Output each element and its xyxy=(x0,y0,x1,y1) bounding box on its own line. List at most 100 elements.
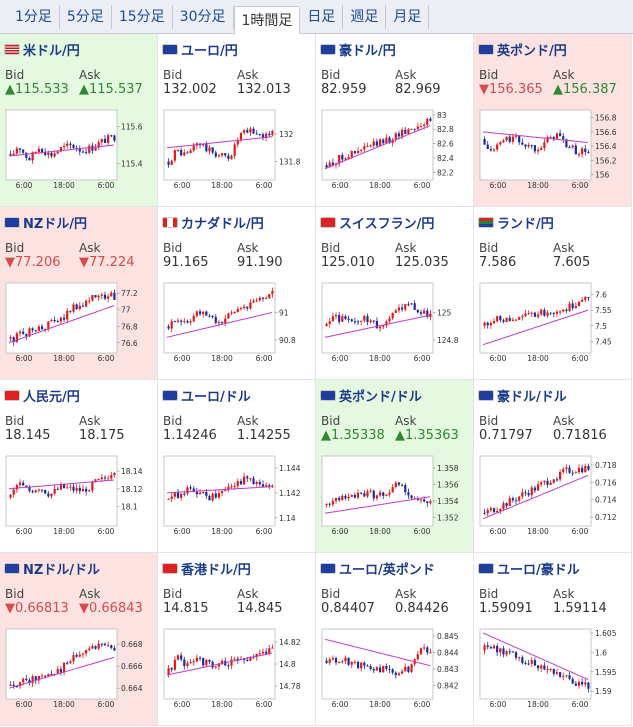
pair-name[interactable]: 米ドル/円 xyxy=(23,43,80,59)
pair-name[interactable]: NZドル/ドル xyxy=(23,562,101,578)
rate-card[interactable]: 人民元/円 Bid Ask 18.145 18.175 18.14 18.12 18.1 6:0… xyxy=(0,380,158,553)
candlestick-chart[interactable]: 1.605 1.6 1.595 1.59 6:00 18:00 6:00 xyxy=(478,627,630,711)
y-tick-label: 1.354 xyxy=(437,497,459,506)
rate-card[interactable]: ユーロ/ドル Bid Ask 1.14246 1.14255 1.144 1.142 1.14… xyxy=(158,380,316,553)
candle-body xyxy=(50,673,53,675)
plot-area xyxy=(5,109,118,181)
rate-card[interactable]: 米ドル/円 Bid Ask ▲115.533 ▲115.537 115.6 115.4 6:0… xyxy=(0,34,158,207)
candlestick-chart[interactable]: 77.2 77 76.8 76.6 6:00 18:00 6:00 xyxy=(4,281,156,365)
candle-body xyxy=(205,659,208,666)
candle-body xyxy=(524,662,527,664)
candle-body xyxy=(189,487,192,489)
candle-body xyxy=(555,479,559,481)
pair-name[interactable]: 英ポンド/円 xyxy=(497,43,567,59)
candlestick-chart[interactable]: 132 131.8 6:00 18:00 6:00 xyxy=(162,108,314,192)
tab-4[interactable]: 1時間足 xyxy=(233,5,301,34)
candle-body xyxy=(363,493,366,497)
candle-body xyxy=(499,142,502,145)
x-tick-label: 6:00 xyxy=(174,527,191,536)
candle-body xyxy=(261,651,265,654)
pair-name[interactable]: ユーロ/円 xyxy=(181,43,238,59)
rate-card[interactable]: ユーロ/円 Bid Ask 132.002 132.013 132 131.8 6:00 18:… xyxy=(158,34,316,207)
pair-name[interactable]: ユーロ/ドル xyxy=(181,389,251,405)
candle-body xyxy=(202,311,205,315)
candle-body xyxy=(243,306,246,309)
rate-card[interactable]: NZドル/円 Bid Ask ▼77.206 ▼77.224 77.2 77 76.8 76.6… xyxy=(0,207,158,380)
candle-body xyxy=(69,486,72,488)
rate-card[interactable]: ランド/円 Bid Ask 7.586 7.605 7.6 7.55 7.5 7.45 6:00 1… xyxy=(474,207,632,380)
candlestick-chart[interactable]: 14.82 14.8 14.78 6:00 18:00 6:00 xyxy=(162,627,314,711)
candle-body xyxy=(404,304,407,310)
tab-2[interactable]: 15分足 xyxy=(112,4,173,29)
ask-label: Ask xyxy=(79,587,101,601)
tab-3[interactable]: 30分足 xyxy=(173,4,234,29)
rate-card[interactable]: 香港ドル/円 Bid Ask 14.815 14.845 14.82 14.8 14.78 6:… xyxy=(158,553,316,726)
candlestick-chart[interactable]: 0.718 0.716 0.714 0.712 6:00 18:00 6:00 xyxy=(478,454,630,538)
rate-card[interactable]: 豪ドル/ドル Bid Ask 0.71797 0.71816 0.718 0.716 0.71… xyxy=(474,380,632,553)
candle-body xyxy=(31,152,34,161)
candlestick-chart[interactable]: 1.358 1.356 1.354 1.352 6:00 18:00 6:00 xyxy=(320,454,472,538)
tab-6[interactable]: 週足 xyxy=(343,4,387,29)
candle-body xyxy=(508,136,511,142)
y-tick-label: 83 xyxy=(437,111,447,120)
rate-card[interactable]: ユーロ/英ポンド Bid Ask 0.84407 0.84426 0.845 0.844 0.… xyxy=(316,553,474,726)
candle-body xyxy=(100,643,103,645)
plot-area xyxy=(321,628,434,700)
rate-card[interactable]: 英ポンド/円 Bid Ask ▼156.365 ▲156.387 156.8 156.6 15… xyxy=(474,34,632,207)
timeframe-tabs: 1分足 5分足 15分足 30分足 1時間足 日足 週足 月足 xyxy=(0,0,633,34)
candlestick-chart[interactable]: 7.6 7.55 7.5 7.45 6:00 18:00 6:00 xyxy=(478,281,630,365)
candlestick-chart[interactable]: 91 90.8 6:00 18:00 6:00 xyxy=(162,281,314,365)
pair-name[interactable]: 香港ドル/円 xyxy=(181,562,251,578)
candle-body xyxy=(170,160,173,165)
candle-body xyxy=(243,130,246,133)
candlestick-chart[interactable]: 125 124.8 6:00 18:00 6:00 xyxy=(320,281,472,365)
candle-body xyxy=(559,311,562,313)
candle-body xyxy=(195,491,198,495)
bid-value: 91.165 xyxy=(163,255,209,270)
plot-area xyxy=(321,455,434,527)
candle-body xyxy=(378,139,382,146)
pair-name[interactable]: NZドル/円 xyxy=(23,216,88,232)
candle-body xyxy=(543,309,546,316)
candle-body xyxy=(246,476,249,479)
pair-name[interactable]: スイスフラン/円 xyxy=(339,216,435,232)
rate-card[interactable]: ユーロ/豪ドル Bid Ask 1.59091 1.59114 1.605 1.6 1.595… xyxy=(474,553,632,726)
candlestick-chart[interactable]: 18.14 18.12 18.1 6:00 18:00 6:00 xyxy=(4,454,156,538)
tab-1[interactable]: 5分足 xyxy=(60,4,112,29)
pair-name[interactable]: ユーロ/英ポンド xyxy=(339,562,435,578)
candlestick-chart[interactable]: 156.8 156.6 156.4 156.2 156 6:00 18:00 6:00 xyxy=(478,108,630,192)
candlestick-chart[interactable]: 115.6 115.4 6:00 18:00 6:00 xyxy=(4,108,156,192)
pair-name[interactable]: 人民元/円 xyxy=(23,389,80,405)
pair-name[interactable]: ユーロ/豪ドル xyxy=(497,562,580,578)
candle-body xyxy=(202,492,205,494)
ask-label: Ask xyxy=(79,414,101,428)
candle-body xyxy=(44,489,47,494)
tab-5[interactable]: 日足 xyxy=(300,4,344,29)
pair-name[interactable]: カナダドル/円 xyxy=(181,216,264,232)
rate-card[interactable]: 英ポンド/ドル Bid Ask ▲1.35338 ▲1.35363 1.358 1.356 1… xyxy=(316,380,474,553)
pair-name[interactable]: ランド/円 xyxy=(497,216,554,232)
moving-average-line xyxy=(324,638,431,667)
rate-card[interactable]: カナダドル/円 Bid Ask 91.165 91.190 91 90.8 6:00 18:00… xyxy=(158,207,316,380)
candle-body xyxy=(385,494,388,496)
candlestick-chart[interactable]: 1.144 1.142 1.14 6:00 18:00 6:00 xyxy=(162,454,314,538)
rate-card[interactable]: 豪ドル/円 Bid Ask 82.959 82.969 83 82.8 82.6 82.4 82.… xyxy=(316,34,474,207)
rate-card[interactable]: スイスフラン/円 Bid Ask 125.010 125.035 125 124.8 6:00… xyxy=(316,207,474,380)
candle-body xyxy=(91,145,94,151)
candle-body xyxy=(496,144,499,150)
candle-body xyxy=(533,660,537,666)
ask-value: 1.14255 xyxy=(237,428,291,443)
candle-body xyxy=(37,326,40,331)
pair-name[interactable]: 豪ドル/円 xyxy=(339,43,396,59)
y-tick-label: 14.82 xyxy=(279,638,301,647)
pair-name[interactable]: 英ポンド/ドル xyxy=(339,389,422,405)
candlestick-chart[interactable]: 83 82.8 82.6 82.4 82.2 6:00 18:00 6:00 xyxy=(320,108,472,192)
candlestick-chart[interactable]: 0.845 0.844 0.843 0.842 6:00 18:00 6:00 xyxy=(320,627,472,711)
pair-name[interactable]: 豪ドル/ドル xyxy=(497,389,567,405)
candle-body xyxy=(40,148,44,153)
tab-7[interactable]: 月足 xyxy=(386,4,430,29)
candlestick-chart[interactable]: 0.668 0.666 0.664 6:00 18:00 6:00 xyxy=(4,627,156,711)
rate-card[interactable]: NZドル/ドル Bid Ask ▼0.66813 ▼0.66843 0.668 0.666 0… xyxy=(0,553,158,726)
tab-0[interactable]: 1分足 xyxy=(8,4,60,29)
flag-icon xyxy=(4,43,20,55)
